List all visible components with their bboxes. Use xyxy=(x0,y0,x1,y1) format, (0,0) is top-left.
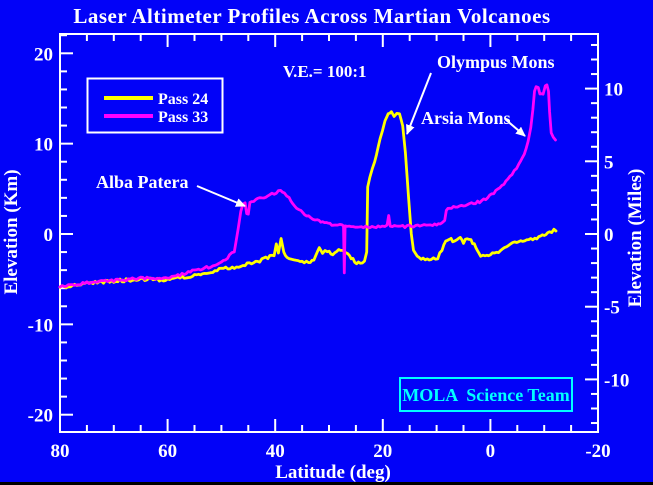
annotation-olympus-mons: Olympus Mons xyxy=(406,52,555,135)
y-left-tick-label: -10 xyxy=(28,315,53,336)
profile-line-pass-33 xyxy=(58,83,557,289)
legend-label-pass33: Pass 33 xyxy=(158,109,208,126)
plot-frame xyxy=(59,33,599,433)
x-tick-label: 60 xyxy=(158,441,177,462)
olympus-mons-label: Olympus Mons xyxy=(437,52,555,72)
y-left-axis-title: Elevation (Km) xyxy=(1,169,22,294)
axis-ticks xyxy=(59,34,599,432)
y-left-tick-label: 0 xyxy=(44,225,54,246)
y-right-tick-label: -5 xyxy=(604,298,620,319)
y-left-tick-label: -20 xyxy=(28,406,53,427)
alba-patera-label: Alba Patera xyxy=(96,172,188,192)
mola-science-team-badge: MOLA Science Team xyxy=(399,377,573,412)
y-left-tick-label: 10 xyxy=(34,135,53,156)
bottom-border xyxy=(0,482,653,485)
profile-lines xyxy=(58,83,558,290)
mola-badge-label: MOLA Science Team xyxy=(402,385,570,405)
x-axis-title: Latitude (deg) xyxy=(275,462,391,483)
x-tick-label: 80 xyxy=(51,441,70,462)
x-tick-label: -20 xyxy=(585,441,610,462)
y-right-axis-title: Elevation (Miles) xyxy=(625,169,646,308)
y-right-tick-label: 5 xyxy=(604,152,614,173)
arsia-mons-arrow xyxy=(504,118,526,137)
mola-badge-box xyxy=(399,377,573,412)
annotation-arsia-mons: Arsia Mons xyxy=(421,108,526,137)
y-right-tick-label: 10 xyxy=(604,80,623,101)
annotation-alba-patera: Alba Patera xyxy=(96,172,246,207)
legend-box xyxy=(86,77,224,134)
legend: Pass 24 Pass 33 xyxy=(86,77,224,134)
y-left-tick-label: 20 xyxy=(34,44,53,65)
y-right-tick-label: 0 xyxy=(604,225,614,246)
vertical-exaggeration-label: V.E.= 100:1 xyxy=(283,62,367,81)
legend-label-pass24: Pass 24 xyxy=(158,91,208,108)
olympus-mons-arrow xyxy=(406,72,432,135)
arsia-mons-label: Arsia Mons xyxy=(421,108,511,128)
axis-tick-labels: 80 60 40 20 0 -20 20 10 0 -10 -20 10 5 0 -5 -10 xyxy=(28,44,630,462)
x-tick-label: 20 xyxy=(373,441,392,462)
x-tick-label: 0 xyxy=(486,441,496,462)
chart-title: Laser Altimeter Profiles Across Martian … xyxy=(73,4,551,28)
y-right-tick-label: -10 xyxy=(604,370,629,391)
x-tick-label: 40 xyxy=(266,441,285,462)
alba-patera-arrow xyxy=(196,185,246,207)
